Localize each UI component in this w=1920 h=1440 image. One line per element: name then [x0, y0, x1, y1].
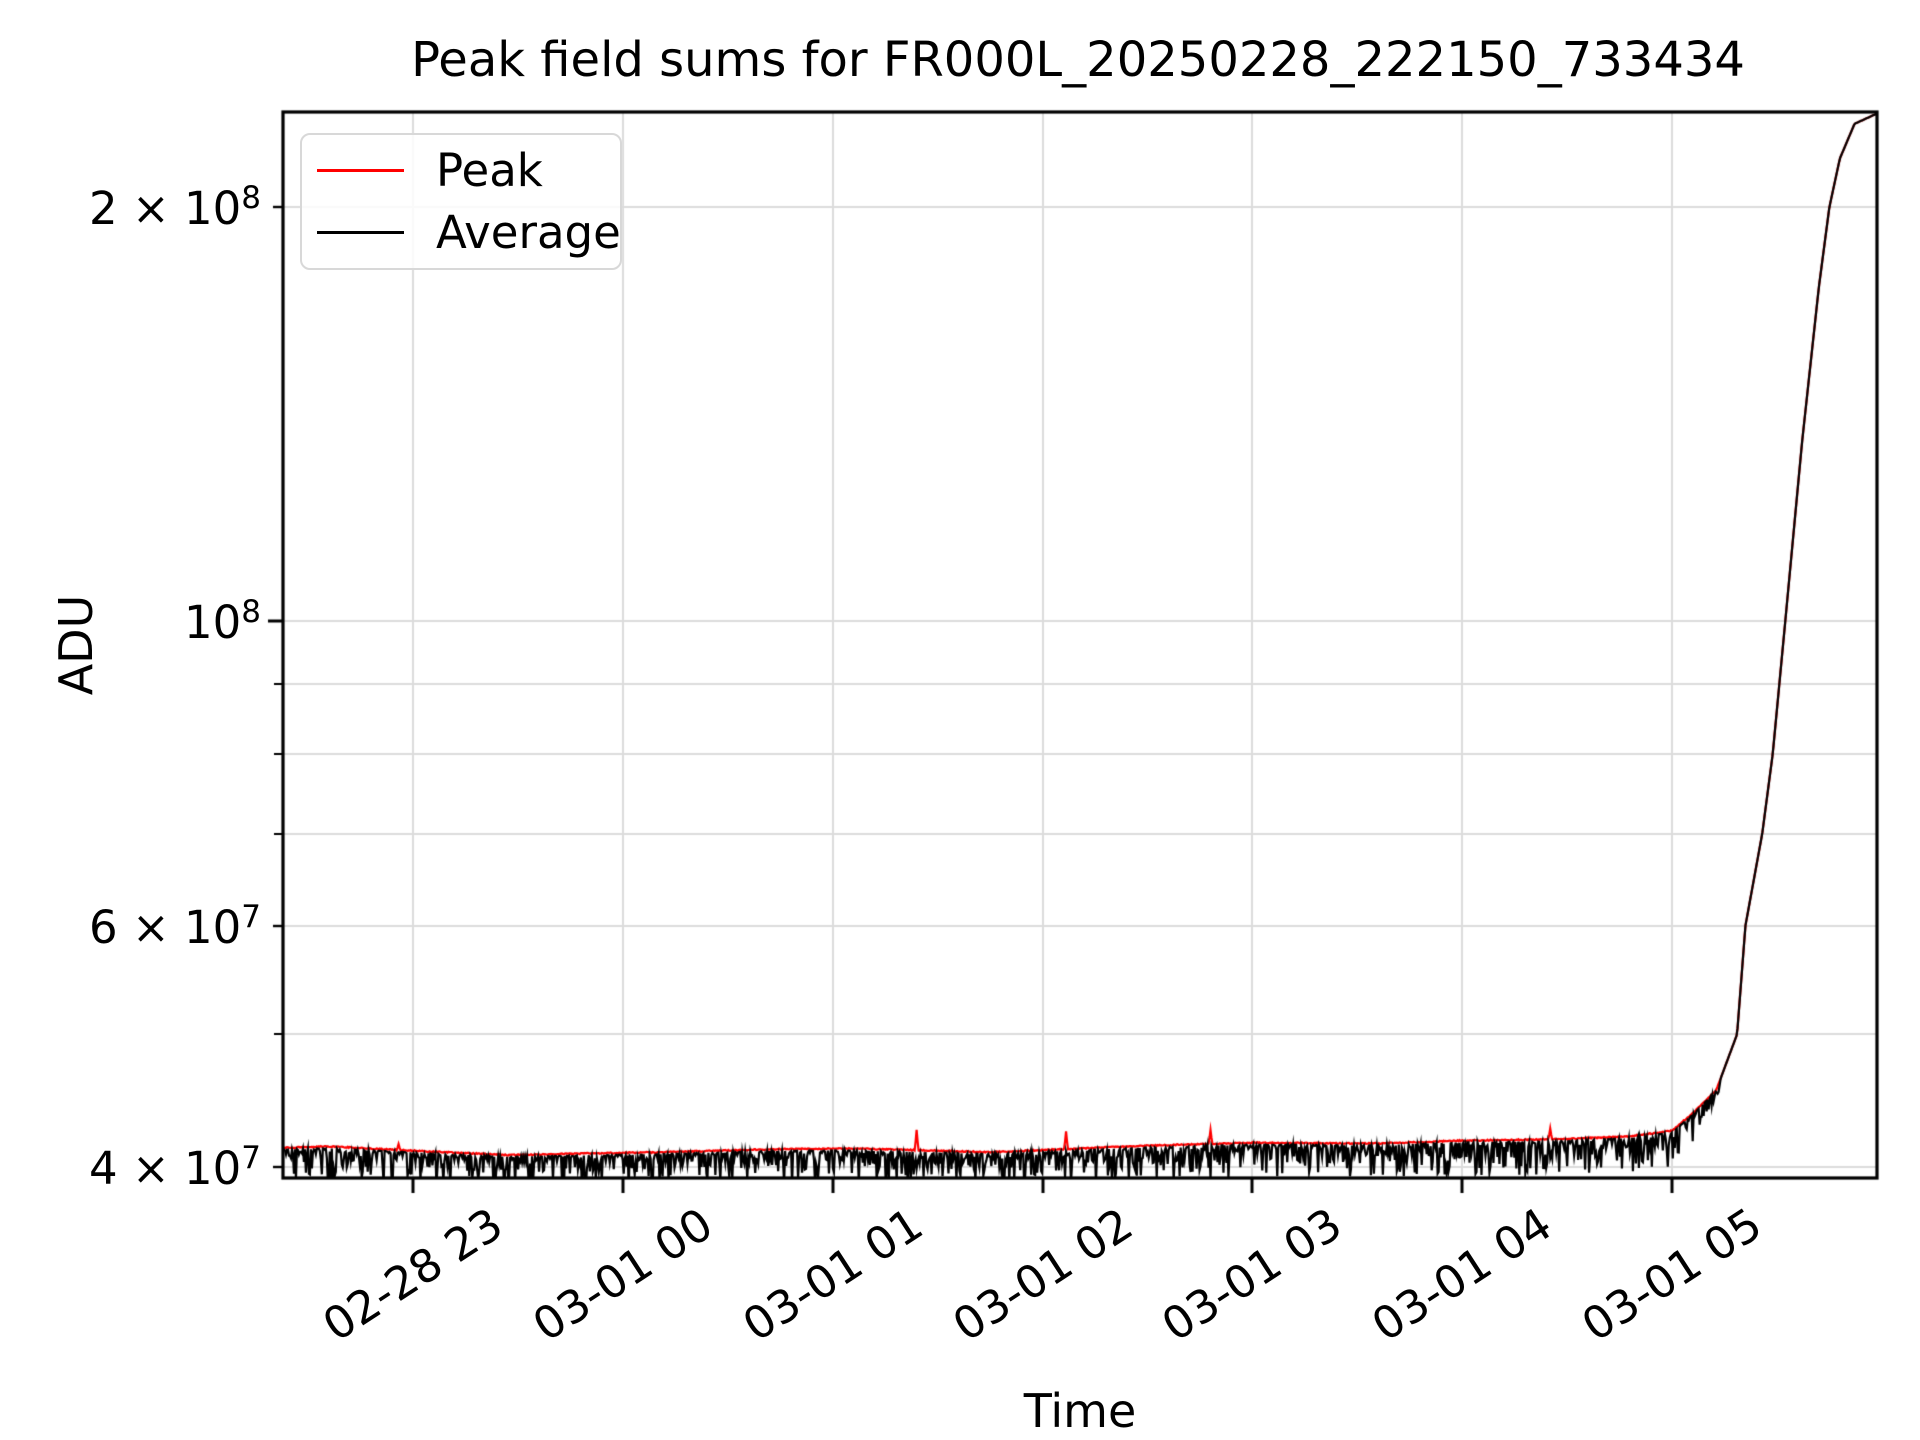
- legend-item-peak: Peak: [302, 140, 620, 200]
- legend-item-average: Average: [302, 203, 621, 263]
- legend-label-peak: Peak: [436, 143, 543, 197]
- y-axis-label: ADU: [49, 594, 103, 696]
- average-line-sample-icon: [317, 231, 404, 235]
- y-tick-label: 108: [184, 593, 261, 649]
- y-tick-label: 2 × 108: [89, 180, 261, 236]
- peak-line-sample-icon: [317, 168, 404, 172]
- x-axis-label: Time: [1023, 1384, 1137, 1438]
- legend: Peak Average: [300, 133, 622, 270]
- legend-label-average: Average: [436, 206, 621, 260]
- y-tick-label: 4 × 107: [89, 1140, 261, 1196]
- y-tick-label: 6 × 107: [89, 898, 261, 954]
- chart-title: Peak field sums for FR000L_20250228_2221…: [411, 32, 1745, 88]
